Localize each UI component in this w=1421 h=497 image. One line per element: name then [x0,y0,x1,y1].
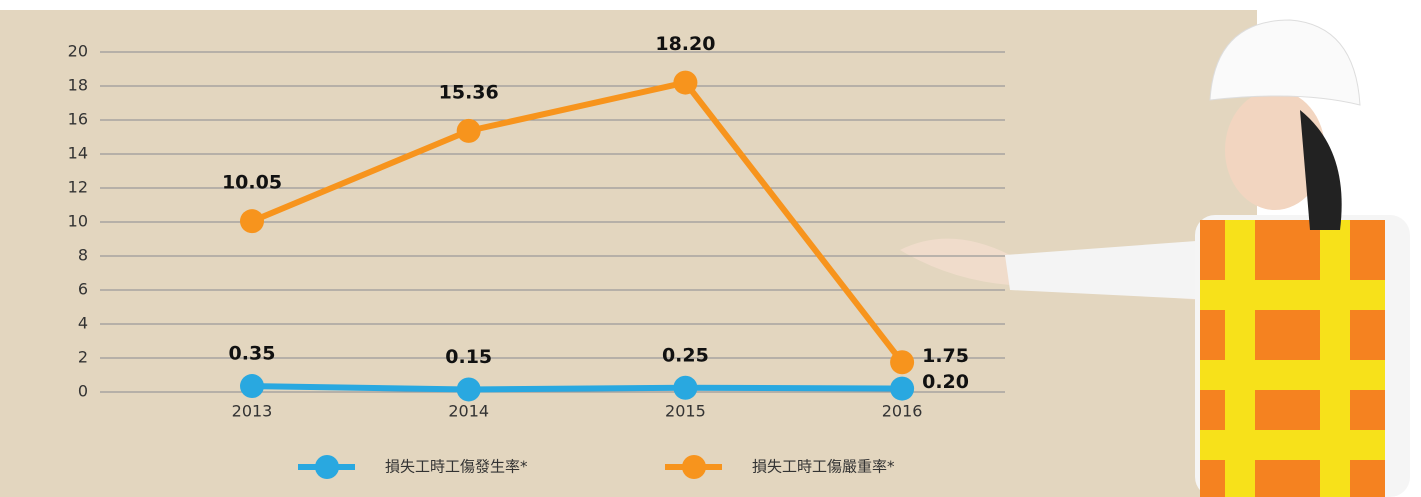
data-label: 10.05 [222,172,282,194]
legend-label: 損失工時工傷發生率* [385,458,528,476]
data-label: 0.20 [922,371,969,393]
legend-marker [315,455,339,479]
data-point [890,350,915,375]
x-tick-label: 2015 [665,402,706,421]
y-tick-label: 0 [78,382,88,401]
y-tick-label: 14 [68,144,88,163]
data-point [673,375,698,400]
legend-marker [682,455,706,479]
data-point [673,70,698,95]
series-line [250,79,905,365]
y-tick-label: 4 [78,314,88,333]
data-point [456,118,481,143]
y-tick-label: 8 [78,246,88,265]
x-tick-label: 2016 [882,402,923,421]
data-point [456,377,481,402]
x-tick-label: 2013 [232,402,273,421]
y-tick-label: 16 [68,110,88,129]
data-label: 18.20 [655,33,715,55]
data-label: 0.15 [445,346,492,368]
y-tick-label: 12 [68,178,88,197]
data-point [240,209,264,234]
person-illustration [900,19,1410,497]
legend-label: 損失工時工傷嚴重率* [752,458,895,476]
x-tick-label: 2014 [448,402,489,421]
y-tick-label: 2 [78,348,88,367]
y-tick-label: 20 [68,42,88,61]
data-label: 0.25 [662,344,709,366]
y-tick-label: 6 [78,280,88,299]
y-tick-label: 10 [68,212,88,231]
data-label: 0.35 [229,343,276,365]
data-label: 15.36 [439,81,499,103]
series-line [251,383,903,393]
data-point [240,374,264,399]
data-label: 1.75 [922,345,969,367]
data-point [890,376,915,401]
y-tick-label: 18 [68,76,88,95]
